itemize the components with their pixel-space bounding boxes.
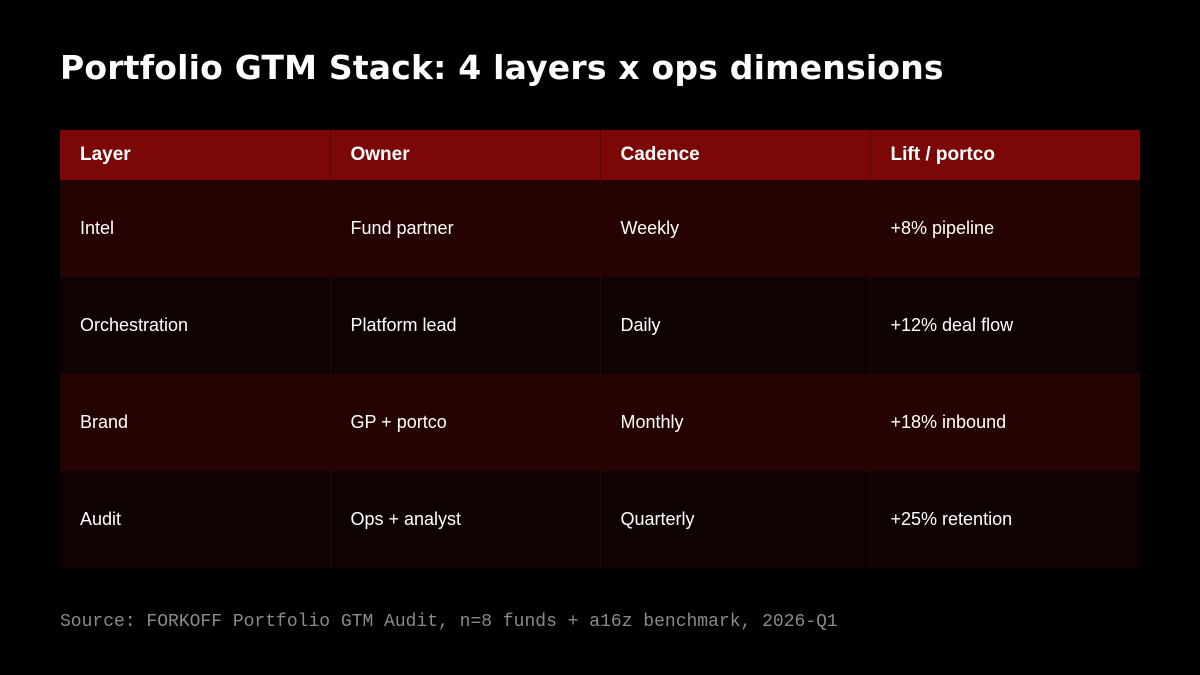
cell-lift: +8% pipeline bbox=[870, 180, 1140, 277]
cell-lift: +18% inbound bbox=[870, 374, 1140, 471]
table-header-row: Layer Owner Cadence Lift / portco bbox=[60, 130, 1140, 180]
cell-lift: +25% retention bbox=[870, 471, 1140, 568]
cell-layer: Brand bbox=[60, 374, 331, 471]
source-note: Source: FORKOFF Portfolio GTM Audit, n=8… bbox=[60, 612, 838, 632]
cell-cadence: Quarterly bbox=[600, 471, 871, 568]
cell-layer: Orchestration bbox=[60, 277, 331, 374]
column-header-lift: Lift / portco bbox=[870, 130, 1140, 180]
column-header-layer: Layer bbox=[60, 130, 331, 180]
table-row: Intel Fund partner Weekly +8% pipeline bbox=[60, 180, 1140, 277]
cell-layer: Intel bbox=[60, 180, 331, 277]
cell-layer: Audit bbox=[60, 471, 331, 568]
table-row: Audit Ops + analyst Quarterly +25% reten… bbox=[60, 471, 1140, 568]
cell-owner: Platform lead bbox=[330, 277, 601, 374]
gtm-stack-table: Layer Owner Cadence Lift / portco Intel … bbox=[60, 130, 1140, 568]
table-row: Orchestration Platform lead Daily +12% d… bbox=[60, 277, 1140, 374]
cell-owner: Fund partner bbox=[330, 180, 601, 277]
cell-cadence: Daily bbox=[600, 277, 871, 374]
column-header-cadence: Cadence bbox=[600, 130, 871, 180]
slide-title: Portfolio GTM Stack: 4 layers x ops dime… bbox=[60, 48, 944, 87]
cell-cadence: Monthly bbox=[600, 374, 871, 471]
cell-cadence: Weekly bbox=[600, 180, 871, 277]
table-row: Brand GP + portco Monthly +18% inbound bbox=[60, 374, 1140, 471]
cell-owner: Ops + analyst bbox=[330, 471, 601, 568]
column-header-owner: Owner bbox=[330, 130, 601, 180]
cell-owner: GP + portco bbox=[330, 374, 601, 471]
cell-lift: +12% deal flow bbox=[870, 277, 1140, 374]
